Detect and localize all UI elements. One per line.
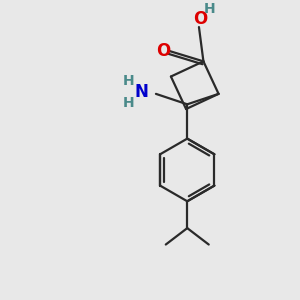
Text: O: O xyxy=(193,10,208,28)
Text: N: N xyxy=(134,83,148,101)
Text: H: H xyxy=(123,96,134,110)
Text: H: H xyxy=(123,74,134,88)
Text: O: O xyxy=(156,42,170,60)
Text: H: H xyxy=(204,2,215,16)
